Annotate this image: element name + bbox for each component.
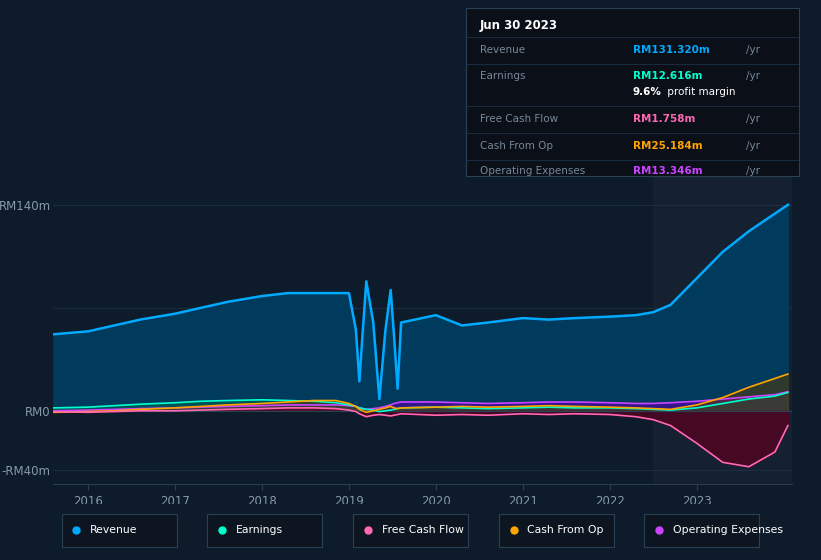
Text: RM12.616m: RM12.616m: [632, 71, 702, 81]
Text: /yr: /yr: [745, 114, 759, 124]
Text: /yr: /yr: [745, 166, 759, 176]
Text: Jun 30 2023: Jun 30 2023: [479, 18, 557, 32]
Text: Operating Expenses: Operating Expenses: [673, 525, 783, 535]
FancyBboxPatch shape: [62, 514, 177, 547]
Text: 9.6%: 9.6%: [632, 87, 662, 97]
Bar: [654, 168, 821, 484]
Text: /yr: /yr: [745, 71, 759, 81]
Text: /yr: /yr: [745, 45, 759, 55]
Text: Free Cash Flow: Free Cash Flow: [382, 525, 464, 535]
FancyBboxPatch shape: [208, 514, 323, 547]
Text: Cash From Op: Cash From Op: [479, 141, 553, 151]
Text: Earnings: Earnings: [479, 71, 525, 81]
Text: profit margin: profit margin: [664, 87, 736, 97]
Text: RM1.758m: RM1.758m: [632, 114, 695, 124]
Text: Operating Expenses: Operating Expenses: [479, 166, 585, 176]
Text: Cash From Op: Cash From Op: [528, 525, 604, 535]
Text: RM131.320m: RM131.320m: [632, 45, 709, 55]
Text: Earnings: Earnings: [236, 525, 283, 535]
FancyBboxPatch shape: [644, 514, 759, 547]
Text: Free Cash Flow: Free Cash Flow: [479, 114, 557, 124]
FancyBboxPatch shape: [353, 514, 468, 547]
FancyBboxPatch shape: [498, 514, 613, 547]
Text: RM13.346m: RM13.346m: [632, 166, 702, 176]
Text: Revenue: Revenue: [479, 45, 525, 55]
Text: /yr: /yr: [745, 141, 759, 151]
Text: RM25.184m: RM25.184m: [632, 141, 702, 151]
Text: Revenue: Revenue: [90, 525, 138, 535]
